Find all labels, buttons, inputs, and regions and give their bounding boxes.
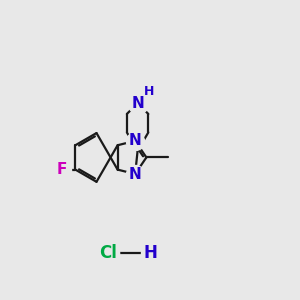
Text: H: H	[143, 244, 157, 262]
Text: F: F	[57, 162, 67, 177]
Text: H: H	[144, 85, 154, 98]
Text: Cl: Cl	[100, 244, 117, 262]
Text: N: N	[129, 167, 142, 182]
Text: N: N	[129, 134, 142, 148]
Text: N: N	[131, 96, 144, 111]
